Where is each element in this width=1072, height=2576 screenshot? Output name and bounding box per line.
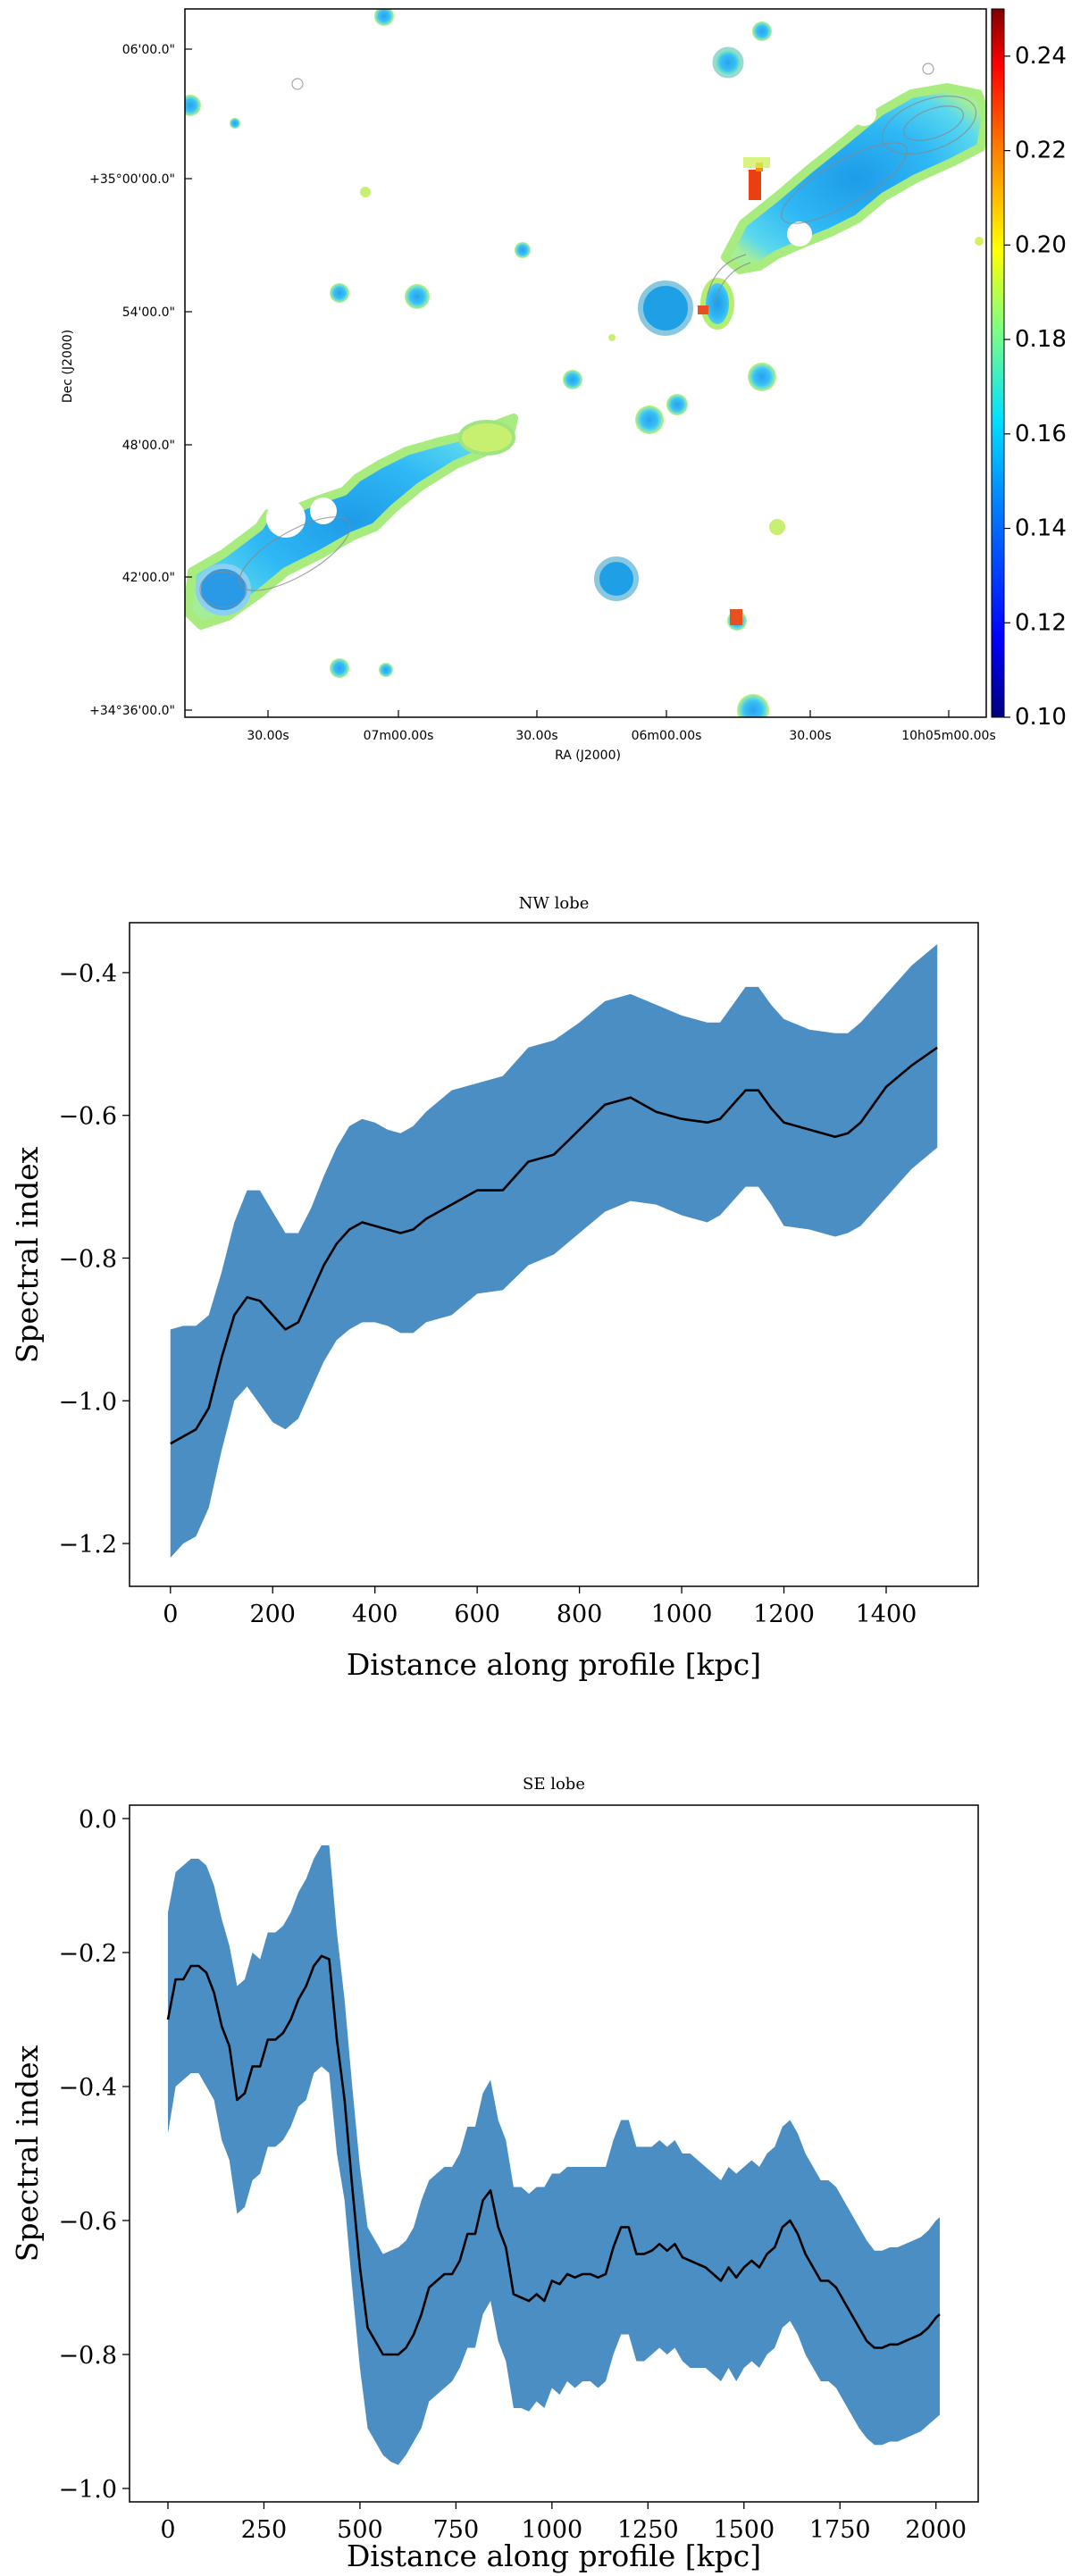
- ne-yellow-patch: [743, 157, 770, 168]
- dec-tick-label: 06'00.0": [122, 43, 175, 57]
- se-x-tick-label: 1750: [809, 2516, 871, 2544]
- nw-plot-area: 0 200 400 600 800 1000 1200 1400 −0.4 −0.6 −0.8 −1.…: [58, 944, 938, 1628]
- dec-tick-label: 54'00.0": [122, 305, 175, 320]
- colorbar-tick-label: 0.14: [1015, 515, 1067, 542]
- nw-lobe-chart: NW lobe 0 200 400 600 800 1000 1200 1400 −0.4 −0.…: [10, 894, 979, 1682]
- ne-red-patch: [749, 170, 761, 200]
- se-x-tick-label: 750: [433, 2516, 480, 2544]
- dec-axis: 06'00.0" +35°00'00.0" 54'00.0" 48'00.0" …: [89, 43, 175, 718]
- nw-y-tick-label: −1.2: [58, 1531, 117, 1559]
- nw-chart-title: NW lobe: [519, 894, 590, 913]
- nw-x-tick-label: 1000: [651, 1601, 713, 1628]
- ra-tick-label: 10h05m00.00s: [901, 729, 996, 743]
- colorbar-tick-label: 0.10: [1015, 704, 1067, 731]
- se-x-tick-label: 1500: [713, 2516, 775, 2544]
- nw-x-tick-label: 200: [249, 1601, 296, 1628]
- ra-axis-label: RA (J2000): [555, 749, 621, 763]
- nw-x-tick-label: 1400: [856, 1601, 917, 1628]
- nw-plot-frame: [129, 922, 979, 1587]
- ra-axis: 30.00s 07m00.00s 30.00s 06m00.00s 30.00s…: [247, 729, 995, 763]
- compact-sources: [185, 9, 984, 717]
- ne-lobe-arm: [700, 278, 734, 330]
- nw-y-tick-label: −0.8: [58, 1245, 117, 1273]
- se-x-tick-label: 500: [337, 2516, 383, 2544]
- nw-x-tick-label: 400: [352, 1601, 398, 1628]
- map-background: [185, 9, 986, 717]
- nw-x-tick-label: 800: [557, 1601, 603, 1628]
- se-y-tick-label: −1.0: [58, 2476, 117, 2504]
- se-chart-title: SE lobe: [523, 1775, 585, 1794]
- colorbar: [991, 8, 1005, 718]
- sw-lobe: [185, 414, 518, 630]
- nw-mean-line: [170, 1046, 938, 1445]
- nw-confidence-band: [170, 944, 938, 1558]
- dec-tick-label: +34°36'00.0": [89, 704, 175, 718]
- se-x-tick-label: 250: [241, 2516, 288, 2544]
- ra-tick-label: 30.00s: [789, 729, 831, 743]
- colorbar-tick-label: 0.18: [1015, 326, 1067, 353]
- se-y-tick-label: −0.6: [58, 2208, 117, 2236]
- colorbar-tick-label: 0.22: [1015, 138, 1067, 164]
- nw-y-tick-label: −0.4: [58, 960, 117, 988]
- dec-tick-label: 42'00.0": [122, 571, 175, 585]
- se-plot-area: 0 250 500 750 1000 1250 1500 1750 2000 0.0 −0.2 −0.…: [58, 1806, 967, 2544]
- se-x-tick-label: 0: [160, 2516, 175, 2544]
- colorbar-tick-label: 0.12: [1015, 609, 1067, 636]
- ne-lobe: [721, 83, 986, 274]
- se-plot-frame: [129, 1804, 979, 2503]
- colorbar-ticks: 0.24 0.22 0.20 0.18 0.16 0.14 0.12 0.10: [1004, 43, 1067, 731]
- se-mean-line: [166, 1954, 941, 2356]
- se-lobe-chart: SE lobe 0 250 500 750 1000 1250 1500 1750 2000 0.…: [10, 1775, 979, 2573]
- sw-lobe-tail: [458, 420, 515, 456]
- nw-y-tick-label: −0.6: [58, 1103, 117, 1131]
- se-y-axis-label: Spectral index: [10, 2045, 45, 2262]
- se-y-tick-label: 0.0: [79, 1806, 117, 1834]
- nw-x-tick-label: 0: [163, 1601, 178, 1628]
- ra-tick-label: 06m00.00s: [632, 729, 702, 743]
- se-y-tick-label: −0.4: [58, 2074, 117, 2102]
- nw-y-tick-label: −1.0: [58, 1388, 117, 1416]
- contours: [199, 63, 977, 608]
- colorbar-tick-label: 0.24: [1015, 43, 1067, 70]
- dec-tick-label: 48'00.0": [122, 439, 175, 453]
- nw-x-axis-label: Distance along profile [kpc]: [347, 1647, 761, 1682]
- ra-tick-label: 07m00.00s: [364, 729, 434, 743]
- se-y-tick-label: −0.2: [58, 1940, 117, 1968]
- nw-x-tick-label: 1200: [753, 1601, 815, 1628]
- sw-lobe-tip: [196, 564, 251, 615]
- se-x-tick-label: 1000: [521, 2516, 582, 2544]
- se-confidence-band: [168, 1845, 940, 2465]
- dec-axis-label: Dec (J2000): [61, 330, 75, 403]
- colorbar-tick-label: 0.20: [1015, 231, 1067, 258]
- dec-tick-label: +35°00'00.0": [89, 172, 175, 187]
- se-x-tick-label: 2000: [905, 2516, 967, 2544]
- ra-tick-label: 30.00s: [515, 729, 557, 743]
- spectral-index-map: 30.00s 07m00.00s 30.00s 06m00.00s 30.00s…: [61, 8, 1067, 763]
- nw-x-tick-label: 600: [454, 1601, 500, 1628]
- se-x-axis-label: Distance along profile [kpc]: [347, 2538, 761, 2573]
- ra-tick-label: 30.00s: [247, 729, 289, 743]
- nw-y-axis-label: Spectral index: [10, 1146, 45, 1363]
- se-y-tick-label: −0.8: [58, 2342, 117, 2370]
- map-frame: [184, 8, 987, 718]
- se-x-tick-label: 1250: [617, 2516, 679, 2544]
- colorbar-tick-label: 0.16: [1015, 421, 1067, 447]
